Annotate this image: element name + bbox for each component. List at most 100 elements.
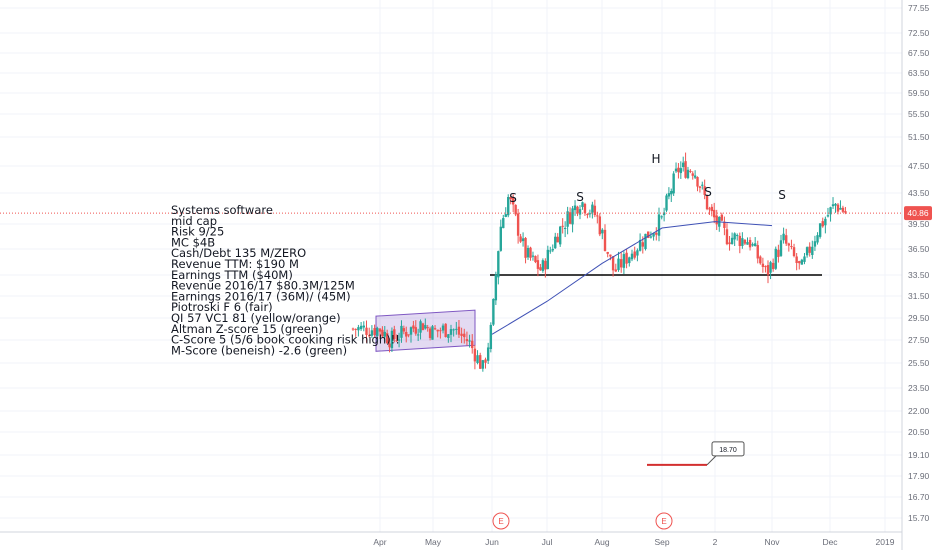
candle [718,216,721,232]
last-price-tag: 40.86 [904,206,932,221]
candle [559,225,562,247]
candle [481,359,485,372]
earnings-marker: E [655,512,673,530]
candle [492,298,495,326]
candle [703,179,706,200]
candle [655,227,658,241]
candle [679,161,683,179]
candle [811,240,814,259]
candle [684,152,687,179]
candle [370,325,374,339]
candle [759,255,762,265]
price-tick-label: 20.50 [908,427,930,437]
candle [468,334,471,348]
candle [725,223,729,246]
candle [611,256,615,277]
candle [395,334,398,342]
price-tick-label: 59.50 [908,88,930,98]
candle [489,322,493,353]
pattern-label: S [704,185,712,199]
price-callout[interactable]: 18.70 [647,441,745,466]
candle [531,251,535,261]
note-line: C-Score 5 (5/6 book cooking risk high)!! [171,333,400,347]
candle [603,224,607,252]
note-line: QI 57 VC1 81 (yellow/orange) [171,311,341,325]
candle [497,250,500,285]
candle [620,252,623,273]
candle [400,320,403,343]
candle [546,245,550,270]
candle [771,258,775,272]
price-tick-label: 31.50 [908,291,930,301]
price-tick-label: 23.50 [908,383,930,393]
candle [606,251,609,258]
candle [581,201,584,210]
candle [625,248,628,269]
candle [741,232,744,249]
candle [471,334,474,354]
candle [383,326,386,342]
candle [494,271,498,305]
candle [805,246,809,258]
candle [693,170,697,180]
candle [484,357,487,369]
candle [504,207,507,218]
candle [576,205,579,217]
candle [499,219,502,252]
note-line: MC $4B [171,235,215,249]
callout-value: 18.70 [719,447,737,454]
candle [708,206,711,215]
candle [421,322,425,331]
candle [785,228,788,246]
candle [662,207,666,222]
note-line: Piotroski F 6 (fair) [171,300,273,314]
callout-pointer [706,455,717,466]
note-line: Systems software [171,203,273,217]
candle [439,327,442,339]
price-axis[interactable]: 77.55 72.50 67.50 63.50 59.50 55.50 51.50 47.50… [901,0,930,550]
candle [836,203,840,215]
candlesticks [351,152,847,372]
candle [514,204,517,217]
moving-average-line [491,221,773,335]
candle [479,352,482,369]
candle [596,211,599,224]
candle [826,207,830,218]
candle [787,242,791,252]
note-line: M-Score (beneish) -2.6 (green) [171,343,347,357]
candle [449,324,453,343]
last-price-line: 40.86 [0,206,932,221]
time-tick-label: Jun [485,537,499,547]
time-axis[interactable]: Apr May Jun Jul Aug Sep 2 Nov Dec 2019 [0,531,902,547]
candle [813,235,817,251]
candle [416,328,420,341]
candle [539,263,542,271]
candle [433,325,437,331]
candle [701,181,704,190]
candle [578,205,582,220]
note-line: Cash/Debt 135 M/ZERO [171,246,306,260]
time-tick-label: Nov [764,537,780,547]
candle [622,251,626,275]
candle [617,251,620,272]
candle [761,257,765,273]
candle [753,237,757,247]
candle [682,156,685,172]
candle [665,193,668,212]
candle [476,350,479,365]
candle [720,212,724,222]
candle [730,232,734,245]
candle [738,232,741,254]
pattern-label: S [509,191,517,205]
candle [821,217,824,228]
candle [455,321,458,335]
candle [779,234,783,257]
pattern-labels: S S H S S [509,152,786,205]
candle [696,176,699,192]
candle [657,207,661,242]
candle [376,326,379,343]
candle [733,232,736,247]
candle [803,252,806,265]
